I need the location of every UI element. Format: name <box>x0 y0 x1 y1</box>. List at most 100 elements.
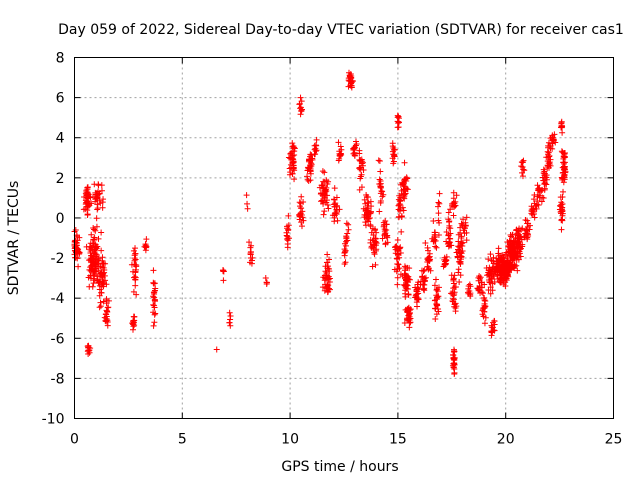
data-point <box>331 201 338 208</box>
data-point <box>522 216 529 223</box>
data-point <box>514 248 521 255</box>
data-point <box>394 274 401 281</box>
data-point <box>337 150 344 157</box>
data-point <box>562 169 569 176</box>
data-point <box>401 159 408 166</box>
data-point <box>94 201 101 208</box>
data-point <box>351 152 358 159</box>
data-point <box>508 242 515 249</box>
x-tick-label: 15 <box>389 432 407 448</box>
data-point <box>324 251 331 258</box>
data-point <box>373 240 380 247</box>
data-point <box>300 217 307 224</box>
data-point <box>143 244 150 251</box>
data-point <box>297 111 304 118</box>
data-point <box>435 199 442 206</box>
data-point <box>341 260 348 267</box>
data-point <box>560 188 567 195</box>
data-point <box>450 203 457 210</box>
data-point <box>150 267 157 274</box>
data-point <box>103 317 110 324</box>
data-point <box>502 282 509 289</box>
data-point <box>517 253 524 260</box>
data-point <box>151 319 158 326</box>
y-tick-label: -10 <box>42 412 65 428</box>
data-point <box>514 267 521 274</box>
data-point <box>377 197 384 204</box>
data-point <box>343 220 350 227</box>
data-point <box>297 94 304 101</box>
y-tick-label: -2 <box>51 251 65 267</box>
data-point <box>487 290 494 297</box>
data-point <box>488 328 495 335</box>
data-point <box>95 280 102 287</box>
y-tick-label: 0 <box>56 211 65 227</box>
data-point <box>394 281 401 288</box>
data-point <box>489 287 496 294</box>
data-point <box>476 275 483 282</box>
data-point <box>435 293 442 300</box>
data-point <box>345 69 352 76</box>
data-point <box>377 183 384 190</box>
data-point <box>311 146 318 153</box>
data-point <box>421 267 428 274</box>
data-point <box>436 190 443 197</box>
data-point <box>552 139 559 146</box>
data-point <box>457 258 464 265</box>
data-point <box>151 280 158 287</box>
data-point <box>307 170 314 177</box>
data-point <box>371 249 378 256</box>
data-point <box>498 279 505 286</box>
data-point <box>365 213 372 220</box>
data-point <box>541 170 548 177</box>
data-point <box>394 237 401 244</box>
data-point <box>285 234 292 241</box>
data-point <box>323 269 330 276</box>
data-point <box>461 230 468 237</box>
data-point <box>394 114 401 121</box>
data-point <box>356 186 363 193</box>
data-point <box>389 143 396 150</box>
data-point <box>487 279 494 286</box>
data-point <box>98 289 105 296</box>
data-point <box>445 232 452 239</box>
data-point <box>335 139 342 146</box>
data-point <box>93 244 100 251</box>
data-point <box>346 73 353 80</box>
data-point <box>432 297 439 304</box>
data-point <box>381 232 388 239</box>
data-point <box>370 237 377 244</box>
data-point <box>460 227 467 234</box>
data-point <box>430 217 437 224</box>
data-point <box>262 275 269 282</box>
data-point <box>421 285 428 292</box>
data-point <box>99 275 106 282</box>
data-point <box>151 304 158 311</box>
data-point <box>263 279 270 286</box>
data-point <box>88 231 95 238</box>
data-point <box>447 206 454 213</box>
data-point <box>519 225 526 232</box>
data-point <box>347 82 354 89</box>
data-point <box>151 311 158 318</box>
data-point <box>331 214 338 221</box>
x-tick-label: 5 <box>178 432 187 448</box>
data-point <box>560 179 567 186</box>
data-point <box>129 326 136 333</box>
data-point <box>363 192 370 199</box>
data-point <box>435 217 442 224</box>
data-point <box>506 237 513 244</box>
data-point <box>289 170 296 177</box>
data-point <box>507 266 514 273</box>
data-point <box>450 348 457 355</box>
data-point <box>559 129 566 136</box>
data-point <box>402 306 409 313</box>
data-point <box>396 198 403 205</box>
data-point <box>100 271 107 278</box>
data-point <box>450 295 457 302</box>
data-point <box>535 202 542 209</box>
data-point <box>502 269 509 276</box>
data-point <box>319 197 326 204</box>
data-point <box>422 240 429 247</box>
